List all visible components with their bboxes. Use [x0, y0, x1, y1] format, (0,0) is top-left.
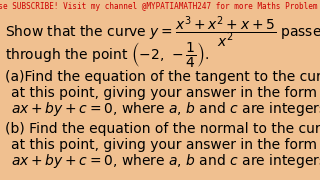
Text: at this point, giving your answer in the form: at this point, giving your answer in the…	[12, 138, 317, 152]
Text: at this point, giving your answer in the form: at this point, giving your answer in the…	[12, 86, 317, 100]
Text: Show that the curve $y = \dfrac{x^3+x^2+x+5}{x^2}$ passes: Show that the curve $y = \dfrac{x^3+x^2+…	[4, 15, 320, 50]
Text: $ax + by + c = 0$, where $a$, $b$ and $c$ are integers.: $ax + by + c = 0$, where $a$, $b$ and $c…	[12, 152, 320, 170]
Text: Thank you! Please SUBSCRIBE! Visit my channel @MYPATIAMATH247 for more Maths Pro: Thank you! Please SUBSCRIBE! Visit my ch…	[0, 2, 320, 11]
Text: $ax + by + c = 0$, where $a$, $b$ and $c$ are integers.: $ax + by + c = 0$, where $a$, $b$ and $c…	[12, 100, 320, 118]
Text: (a)Find the equation of the tangent to the curve: (a)Find the equation of the tangent to t…	[4, 69, 320, 84]
Text: (b) Find the equation of the normal to the curve: (b) Find the equation of the normal to t…	[4, 122, 320, 136]
Text: through the point $\left(-2,\,-\dfrac{1}{4}\right)$.: through the point $\left(-2,\,-\dfrac{1}…	[4, 40, 209, 69]
